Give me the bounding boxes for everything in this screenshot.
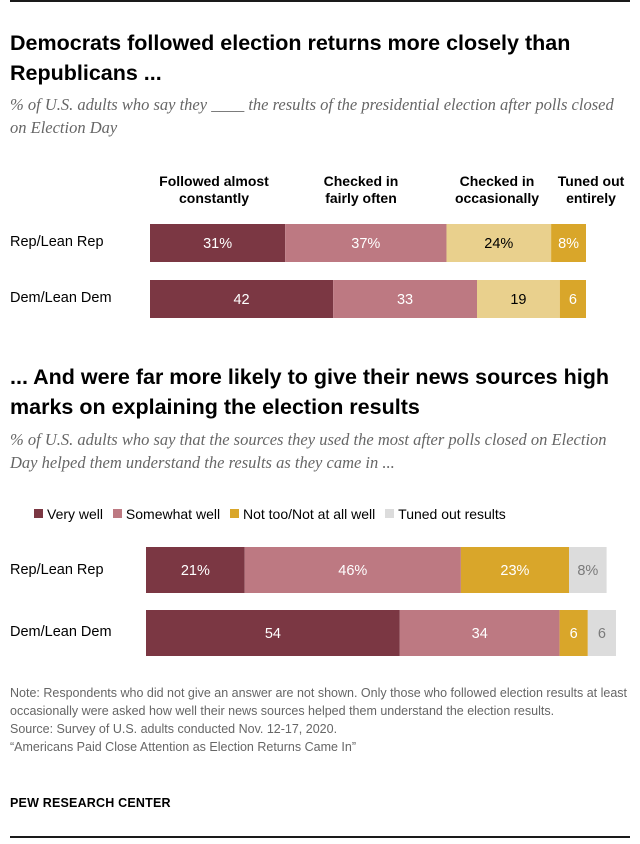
chart1-title: Democrats followed election returns more…: [10, 31, 571, 85]
bar-segment: [477, 280, 560, 318]
bar-segment: [587, 610, 616, 656]
bar-value-label: 33: [397, 292, 413, 308]
legend-item-somewhat-well: Somewhat well: [112, 505, 221, 522]
chart1-header-line1: Followed almost: [159, 173, 269, 189]
legend-swatch: [112, 509, 122, 518]
bottom-rule: [10, 836, 630, 838]
bar-segment: [460, 547, 569, 593]
chart1-header-line1: Checked in: [323, 173, 399, 189]
pew-logo-text: PEW RESEARCH CENTER: [10, 796, 171, 810]
chart1-header-followed-constantly: Followed almost constantly: [134, 173, 294, 207]
chart1-row-label-rep: Rep/Lean Rep: [10, 234, 104, 250]
bar-segment: [333, 280, 477, 318]
bar-segment: [551, 224, 586, 262]
bar-value-label: 21%: [181, 563, 210, 579]
bar-value-label: 6: [570, 626, 578, 642]
legend-item-very-well: Very well: [34, 506, 103, 522]
legend-label: Somewhat well: [125, 505, 221, 522]
chart1-plot: 31% 37% 24% 8% 42 33 19 6: [150, 224, 586, 318]
bar-segment: [150, 224, 286, 262]
legend-label: Tuned out results: [398, 505, 506, 522]
chart2-row-label-dem: Dem/Lean Dem: [10, 624, 112, 640]
bar-value-label: 46%: [338, 563, 367, 579]
bar-segment: [559, 280, 586, 318]
chart2-plot: 21% 46% 23% 8% 54 34 6 6: [146, 547, 616, 656]
footnote: Note: Respondents who did not give an an…: [10, 684, 630, 756]
bar-segment: [399, 610, 560, 656]
bar-value-label: 42: [233, 292, 249, 308]
legend-swatch: [385, 509, 395, 518]
bar-segment: [446, 224, 552, 262]
chart1-header-line2: fairly often: [325, 190, 397, 206]
bar-segment: [244, 547, 461, 593]
note-text: Note: Respondents who did not give an an…: [10, 686, 628, 718]
chart2-legend: Very well Somewhat well Not too/Not at a…: [34, 505, 512, 522]
bar-value-label: 37%: [351, 236, 380, 252]
bar-value-label: 6: [569, 292, 577, 308]
chart1-header-fairly-often: Checked in fairly often: [296, 173, 426, 207]
source-text: Source: Survey of U.S. adults conducted …: [10, 722, 338, 736]
chart1-header-tuned-out: Tuned out entirely: [548, 173, 634, 207]
bar-segment: [559, 610, 588, 656]
chart1-subtitle: % of U.S. adults who say they ____ the r…: [10, 95, 614, 137]
bar-value-label: 8%: [577, 563, 598, 579]
bar-value-label: 54: [265, 626, 281, 642]
legend-label: Very well: [47, 505, 104, 522]
chart1-header-line1: Checked in: [459, 173, 535, 189]
legend-swatch: [34, 509, 43, 518]
bar-value-label: 24%: [484, 236, 513, 252]
chart1-header-line2: constantly: [178, 190, 249, 206]
top-rule: [10, 0, 630, 2]
bar-value-label: 31%: [203, 236, 232, 252]
legend-item-not-well: Not too/Not at all well: [229, 505, 376, 522]
chart2-title: ... And were far more likely to give the…: [10, 365, 609, 419]
bar-value-label: 34: [472, 626, 488, 642]
bar-segment: [150, 280, 334, 318]
bar-value-label: 6: [598, 626, 606, 642]
bar-segment: [285, 224, 447, 262]
bar-value-label: 8%: [558, 236, 579, 252]
bar-value-label: 19: [510, 292, 526, 308]
legend-label: Not too/Not at all well: [242, 505, 376, 522]
report-title: “Americans Paid Close Attention as Elect…: [10, 740, 356, 754]
bar-segment: [146, 547, 245, 593]
chart1-header-line1: Tuned out: [557, 173, 625, 189]
chart1-row-label-dem: Dem/Lean Dem: [10, 290, 112, 306]
chart2-subtitle: % of U.S. adults who say that the source…: [10, 430, 607, 472]
bar-value-label: 23%: [500, 563, 529, 579]
legend-item-tuned-out: Tuned out results: [385, 506, 506, 522]
chart2-row-label-rep: Rep/Lean Rep: [10, 562, 104, 578]
chart1-header-occasionally: Checked in occasionally: [444, 173, 550, 207]
bar-segment: [569, 547, 607, 593]
bar-segment: [146, 610, 400, 656]
chart1-header-line2: entirely: [566, 190, 616, 206]
chart1-header-line2: occasionally: [454, 190, 540, 206]
legend-swatch: [229, 509, 239, 518]
